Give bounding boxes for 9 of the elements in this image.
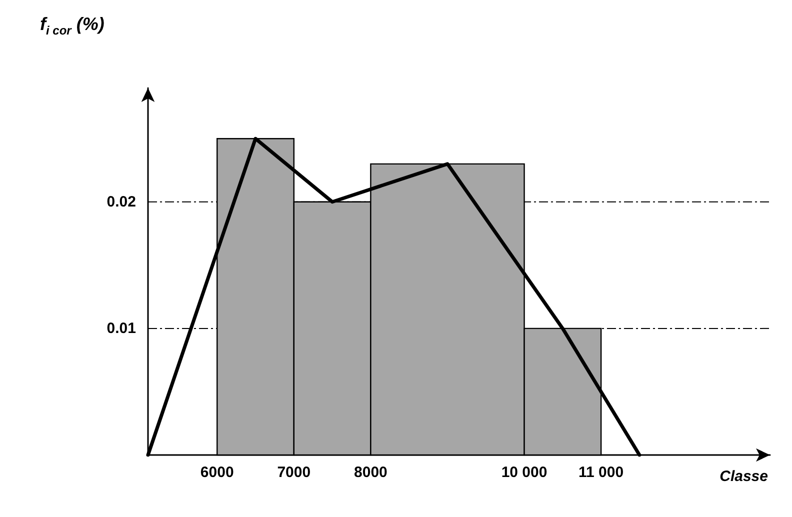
x-axis-title: Classe bbox=[720, 468, 768, 485]
x-tick-label: 8000 bbox=[354, 464, 388, 481]
y-axis-title: f$_{i cor}$ (%) bbox=[40, 14, 104, 38]
y-tick-label: 0.02 bbox=[106, 193, 136, 210]
x-tick-label: 6000 bbox=[200, 464, 234, 481]
x-tick-label: 10 000 bbox=[501, 464, 548, 481]
x-tick-label: 11 000 bbox=[578, 464, 624, 481]
y-tick-label: 0.01 bbox=[106, 320, 136, 337]
x-tick-label: 7000 bbox=[277, 464, 311, 481]
